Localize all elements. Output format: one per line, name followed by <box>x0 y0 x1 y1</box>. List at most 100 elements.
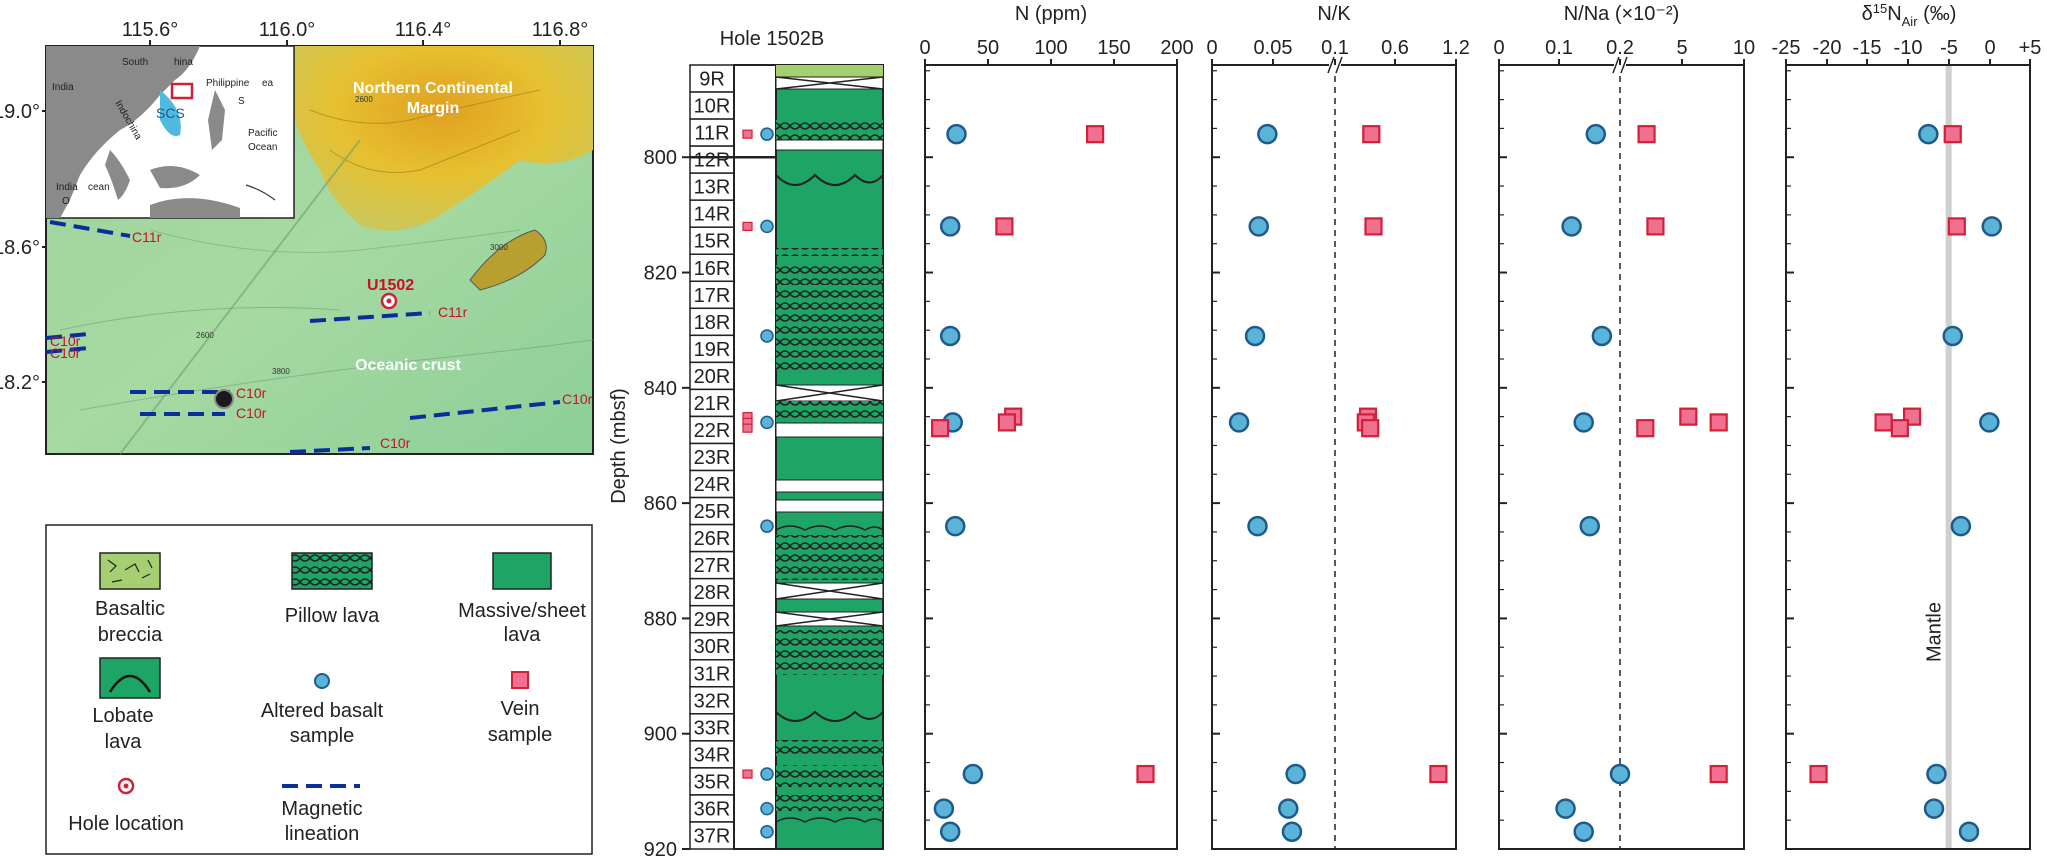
depth-tick-label: 880 <box>644 608 677 630</box>
core-label: 34R <box>694 744 731 766</box>
panel-n: 0 50 100 150 200 N (ppm) <box>919 3 1194 850</box>
panel-title: N/K <box>1317 3 1351 25</box>
depth-tick-label: 920 <box>644 839 677 856</box>
core-label: 10R <box>694 96 731 118</box>
column-basalt-marker <box>760 519 774 533</box>
lon-tick: 116.4° <box>395 19 452 41</box>
column-basalt-marker <box>760 801 774 816</box>
x-tick-label: 0.1 <box>1545 37 1573 59</box>
basalt-point <box>1573 821 1594 842</box>
basalt-point <box>1278 798 1299 819</box>
column-basalt-marker <box>760 824 774 839</box>
inset-label: India <box>52 82 74 93</box>
basalt-point <box>1981 216 2003 237</box>
core-boxes: 9R 10R 11R 12R 13R 14R 15R 16R 17R 18R 19R 20R 21R 22… <box>689 64 883 850</box>
lineation-label: C10r <box>50 333 81 349</box>
legend-massive-lava: Massive/sheet lava <box>458 552 586 646</box>
core-label: 22R <box>694 420 731 442</box>
x-tick-label: 5 <box>1676 37 1687 59</box>
seamount <box>469 229 547 291</box>
core-label: 19R <box>694 339 731 361</box>
mantle-label: Mantle <box>1924 602 1946 662</box>
column-vein-marker <box>742 423 753 433</box>
panel-frame <box>1498 64 1745 850</box>
panel-nna: 0 0.1 0.2 5 10 N/Na (×10⁻²) <box>1493 3 1755 850</box>
axis-break-mark <box>1620 56 1628 74</box>
legend-altered-basalt: Altered basalt sample <box>261 673 384 747</box>
legend-pillow-lava: Pillow lava <box>285 552 380 627</box>
vein-point <box>1890 419 1909 438</box>
core-label: 25R <box>694 501 731 523</box>
vein-point <box>1646 217 1665 236</box>
vein-point <box>997 413 1017 432</box>
vein-point <box>1709 413 1728 432</box>
mantle-band <box>1945 65 1952 849</box>
inset-label: India <box>56 182 78 193</box>
lon-tick: 116.0° <box>259 19 316 41</box>
core-box <box>689 64 735 93</box>
basalt-point <box>1561 216 1582 237</box>
x-tick-label: 10 <box>1733 37 1755 59</box>
x-tick-label: 0 <box>1206 37 1217 59</box>
legend-label: sample <box>488 724 552 746</box>
basalt-point <box>1609 763 1631 785</box>
axis-break-mark <box>1612 56 1620 74</box>
core-label: 14R <box>694 204 731 226</box>
basalt-point <box>1247 515 1268 537</box>
core-label: 12R <box>694 150 731 172</box>
depth-tick-label: 860 <box>644 493 677 515</box>
core-label: 36R <box>694 798 731 820</box>
core-label: 9R <box>699 69 725 91</box>
lineation-label: C10r <box>236 385 267 401</box>
core-label: 23R <box>694 447 731 469</box>
basalt-point <box>1244 325 1266 347</box>
legend-basaltic-breccia: Basaltic breccia <box>95 552 165 646</box>
basalt-point <box>1579 515 1600 537</box>
legend-label: Vein <box>501 698 540 720</box>
core-box <box>689 118 735 147</box>
magnetic-lineations <box>45 220 561 454</box>
column-basalt-marker <box>760 329 774 343</box>
core-label: 13R <box>694 177 731 199</box>
x-tick-label: -20 <box>1813 37 1842 59</box>
x-tick-label: 0.05 <box>1254 37 1293 59</box>
basalt-point <box>1285 763 1306 785</box>
vein-point <box>1136 764 1155 784</box>
lithology-column: Hole 1502B Depth (mbsf) 800 820 840 860 880 9… <box>608 28 884 856</box>
legend-vein-sample: Vein sample <box>488 671 552 746</box>
core-label: 18R <box>694 312 731 334</box>
x-tick-label: 0.1 <box>1321 37 1349 59</box>
legend: Basaltic breccia Pillow lava Massive/she… <box>45 524 593 855</box>
legend-hole-location: Hole location <box>68 777 184 835</box>
lineation-label: C10r <box>236 405 267 421</box>
x-tick-label: 100 <box>1034 37 1067 59</box>
core-box <box>689 577 735 607</box>
legend-label: Pillow lava <box>285 605 380 627</box>
basalt-point <box>946 123 967 145</box>
legend-label: lineation <box>285 823 360 845</box>
vein-point <box>1943 125 1962 144</box>
inset-label: Pacific <box>248 128 277 139</box>
vein-point <box>1085 125 1105 144</box>
x-tick-label: 0.6 <box>1381 37 1409 59</box>
basalt-point <box>933 798 955 819</box>
vein-point <box>1679 407 1698 426</box>
panel-title: δ15NAir (‰) <box>1862 1 1957 29</box>
legend-label: lava <box>504 624 542 646</box>
axis-break-mark <box>1327 56 1335 74</box>
core-label: 26R <box>694 528 731 550</box>
core-box <box>689 740 735 769</box>
lat-tick: 18.6° <box>0 237 40 259</box>
core-label: 37R <box>694 825 731 847</box>
lat-tick: 18.2° <box>0 372 40 394</box>
contour-label: 3800 <box>272 367 290 376</box>
legend-label: Altered basalt <box>261 700 384 722</box>
x-tick-label: 0 <box>1493 37 1504 59</box>
inset-map: South hina India Indochina Philippine ea… <box>45 45 295 219</box>
basalt-point <box>1926 763 1947 785</box>
core-label: 21R <box>694 393 731 415</box>
contour-label: 3000 <box>490 243 508 252</box>
lithology-strip <box>775 64 884 850</box>
continental-margin-relief <box>290 46 593 231</box>
